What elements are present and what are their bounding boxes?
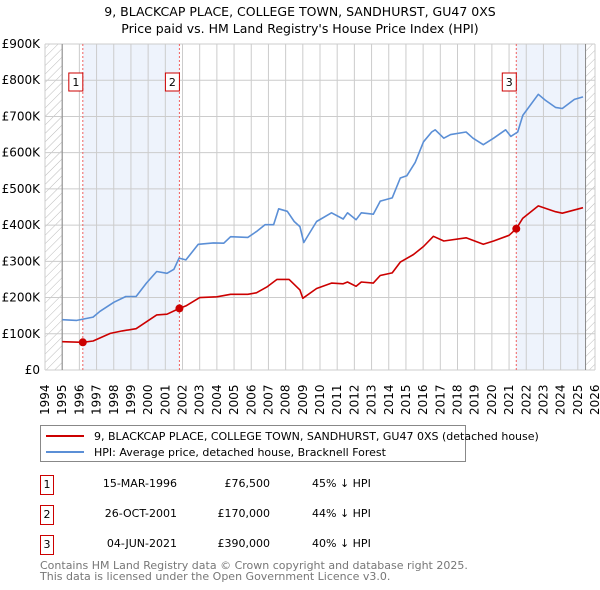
x-tick-label: 2007	[261, 384, 275, 415]
x-tick-label: 2008	[279, 384, 293, 415]
sale-row: 2 26-OCT-2001 £170,000 44% ↓ HPI	[40, 505, 440, 525]
no-data-region-right	[585, 44, 595, 370]
sale-row: 3 04-JUN-2021 £390,000 40% ↓ HPI	[40, 535, 440, 555]
x-tick-label: 2015	[399, 384, 413, 415]
sale-marker-label: 1	[72, 76, 79, 89]
legend-item-property: 9, BLACKCAP PLACE, COLLEGE TOWN, SANDHUR…	[46, 428, 539, 444]
footer-licence: This data is licensed under the Open Gov…	[40, 570, 391, 583]
chart-title: 9, BLACKCAP PLACE, COLLEGE TOWN, SANDHUR…	[104, 4, 496, 19]
sale-hpi-diff: 45% ↓ HPI	[312, 477, 371, 490]
x-tick-label: 2012	[347, 384, 361, 415]
sale-price: £76,500	[224, 477, 271, 490]
x-tick-label: 1999	[124, 384, 138, 415]
x-tick-label: 2021	[502, 384, 516, 415]
x-tick-label: 2022	[519, 384, 533, 415]
x-tick-label: 2020	[485, 384, 499, 415]
sale-marker-badge	[68, 72, 84, 92]
x-tick-label: 2023	[536, 384, 550, 415]
sale-marker-label: 2	[169, 76, 176, 89]
line-chart: 1994 1995 1996 1997 1998 1999 2000 2001 2002 2003…	[2, 37, 600, 415]
x-tick-label: 2014	[382, 384, 396, 415]
x-tick-label: 2002	[176, 384, 190, 415]
y-tick-label: £400K	[2, 218, 42, 232]
sale-price: £170,000	[217, 507, 271, 520]
sale-price: £390,000	[217, 537, 271, 550]
x-tick-label: 2013	[365, 384, 379, 415]
x-tick-label: 1994	[38, 384, 52, 415]
sale-hpi-diff: 44% ↓ HPI	[312, 507, 371, 520]
legend-swatch-blue	[46, 451, 84, 453]
y-tick-label: £700K	[2, 109, 42, 123]
x-tick-label: 2011	[330, 384, 344, 415]
legend-label: HPI: Average price, detached house, Brac…	[94, 445, 386, 459]
property-series-line	[62, 205, 584, 344]
sale-date: 15-MAR-1996	[102, 477, 177, 490]
x-tick-label: 2024	[554, 384, 568, 415]
x-tick-label: 2000	[141, 384, 155, 415]
x-tick-label: 2003	[193, 384, 207, 415]
legend: 9, BLACKCAP PLACE, COLLEGE TOWN, SANDHUR…	[40, 425, 539, 462]
sale-marker-label: 3	[506, 76, 513, 89]
chart-subtitle: Price paid vs. HM Land Registry's House …	[121, 21, 479, 36]
y-tick-label: £200K	[2, 291, 42, 305]
y-tick-label: £800K	[2, 73, 42, 87]
legend-label: 9, BLACKCAP PLACE, COLLEGE TOWN, SANDHUR…	[94, 429, 539, 443]
y-tick-label: £500K	[2, 182, 42, 196]
x-tick-label: 2026	[588, 384, 600, 415]
sale-badge: 3	[40, 535, 54, 555]
x-tick-label: 1995	[55, 384, 69, 415]
sale-badge: 1	[40, 475, 54, 495]
x-tick-label: 1996	[72, 384, 86, 415]
x-tick-label: 2004	[210, 384, 224, 415]
sale-marker-badge	[501, 72, 517, 92]
x-tick-label: 2025	[571, 384, 585, 415]
y-tick-label: £900K	[2, 37, 42, 51]
y-tick-label: £0	[25, 363, 40, 377]
footer-copyright: Contains HM Land Registry data © Crown c…	[40, 559, 468, 572]
sale-badge: 2	[40, 505, 54, 525]
sale-marker-badge	[164, 72, 180, 92]
x-tick-label: 1997	[90, 384, 104, 415]
x-tick-label: 2009	[296, 384, 310, 415]
x-tick-label: 2001	[158, 384, 172, 415]
x-tick-label: 1998	[107, 384, 121, 415]
y-tick-label: £600K	[2, 146, 42, 160]
x-tick-label: 2006	[244, 384, 258, 415]
sale-point	[512, 224, 521, 233]
sale-point	[175, 304, 184, 313]
x-tick-label: 2017	[433, 384, 447, 415]
sale-date: 26-OCT-2001	[104, 507, 177, 520]
sale-date: 04-JUN-2021	[106, 537, 177, 550]
x-tick-label: 2018	[451, 384, 465, 415]
x-tick-label: 2005	[227, 384, 241, 415]
hpi-series-line	[62, 93, 584, 322]
x-tick-label: 2019	[468, 384, 482, 415]
x-tick-label: 2010	[313, 384, 327, 415]
legend-swatch-red	[46, 435, 84, 437]
x-tick-label: 2016	[416, 384, 430, 415]
sale-point	[78, 338, 87, 347]
no-data-region-left	[45, 44, 63, 370]
sale-row: 1 15-MAR-1996 £76,500 45% ↓ HPI	[40, 475, 440, 495]
shaded-period	[516, 44, 586, 370]
y-tick-label: £100K	[2, 327, 42, 341]
sale-hpi-diff: 40% ↓ HPI	[312, 537, 371, 550]
y-tick-label: £300K	[2, 254, 42, 268]
legend-item-hpi: HPI: Average price, detached house, Brac…	[46, 444, 386, 460]
